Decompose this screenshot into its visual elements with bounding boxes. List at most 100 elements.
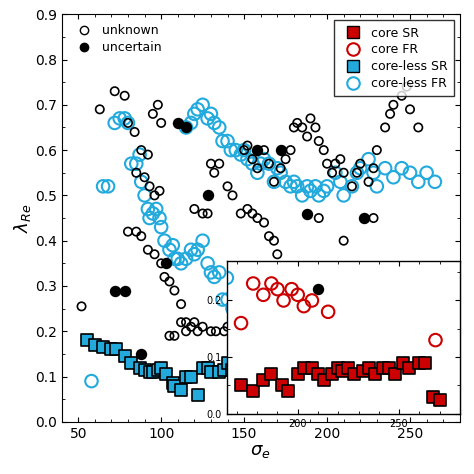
Point	[199, 237, 206, 245]
Point	[137, 350, 145, 358]
Point	[224, 359, 231, 367]
Point	[157, 223, 165, 231]
Point	[290, 178, 298, 186]
Point	[235, 373, 243, 380]
Point	[265, 310, 273, 317]
Point	[149, 110, 156, 118]
Point	[237, 151, 245, 158]
Point	[237, 296, 245, 303]
Point	[232, 301, 239, 308]
Point	[91, 341, 99, 349]
Point	[108, 346, 115, 353]
Point	[356, 164, 364, 172]
Point	[254, 164, 261, 172]
Point	[215, 124, 223, 131]
Point	[207, 269, 215, 276]
Point	[282, 155, 289, 163]
Point	[121, 92, 128, 100]
Point	[287, 146, 294, 154]
Point	[244, 155, 251, 163]
Point	[191, 319, 198, 326]
Point	[287, 182, 294, 190]
Point	[224, 323, 231, 330]
Point	[116, 115, 123, 122]
Point	[187, 323, 195, 330]
Point	[199, 364, 206, 371]
Point	[154, 101, 162, 109]
Point	[373, 146, 381, 154]
Point	[224, 296, 231, 303]
Point	[244, 296, 251, 303]
Point	[169, 241, 176, 249]
Point	[244, 142, 251, 149]
Point	[254, 169, 261, 176]
Point	[228, 191, 236, 199]
Point	[431, 178, 438, 186]
Point	[88, 377, 95, 385]
Point	[194, 106, 201, 113]
Point	[212, 328, 219, 335]
Point	[121, 287, 128, 294]
Point	[157, 260, 165, 267]
Point	[161, 237, 168, 245]
Point	[307, 115, 314, 122]
Point	[174, 255, 182, 263]
Point	[199, 323, 206, 330]
Point	[177, 386, 185, 394]
Point	[215, 269, 223, 276]
Point	[248, 305, 256, 312]
Point	[194, 391, 201, 399]
Point	[332, 160, 339, 167]
Point	[137, 146, 145, 154]
Point	[332, 169, 339, 176]
Point	[207, 110, 215, 118]
Point	[204, 364, 211, 371]
Point	[323, 160, 331, 167]
Point	[136, 364, 143, 371]
Y-axis label: $\lambda_{Re}$: $\lambda_{Re}$	[12, 203, 33, 233]
Point	[228, 366, 236, 374]
Point	[365, 155, 372, 163]
Point	[381, 164, 389, 172]
Point	[177, 260, 185, 267]
Point	[398, 164, 405, 172]
Point	[199, 210, 206, 217]
Point	[113, 346, 120, 353]
Point	[204, 260, 211, 267]
Point	[219, 296, 227, 303]
Point	[277, 146, 284, 154]
Point	[240, 301, 248, 308]
Point	[194, 328, 201, 335]
Point	[260, 155, 268, 163]
Point	[166, 278, 173, 285]
Point	[248, 160, 256, 167]
Point	[293, 119, 301, 127]
Point	[282, 178, 289, 186]
Point	[340, 191, 347, 199]
Point	[348, 182, 356, 190]
Point	[154, 366, 162, 374]
Point	[414, 178, 422, 186]
Point	[155, 214, 163, 222]
Point	[174, 119, 182, 127]
Point	[248, 155, 256, 163]
Point	[270, 237, 278, 245]
Point	[96, 106, 103, 113]
Point	[182, 319, 190, 326]
Point	[381, 124, 389, 131]
Point	[270, 178, 278, 186]
Point	[237, 328, 245, 335]
Point	[340, 319, 347, 326]
Point	[194, 246, 201, 254]
Point	[146, 368, 153, 376]
Point	[265, 160, 273, 167]
Point	[124, 119, 132, 127]
Point	[187, 119, 195, 127]
Point	[141, 366, 148, 374]
Point	[423, 169, 430, 176]
Point	[320, 146, 328, 154]
Point	[171, 287, 178, 294]
Point	[144, 205, 152, 213]
Point	[307, 187, 314, 195]
Point	[303, 210, 311, 217]
